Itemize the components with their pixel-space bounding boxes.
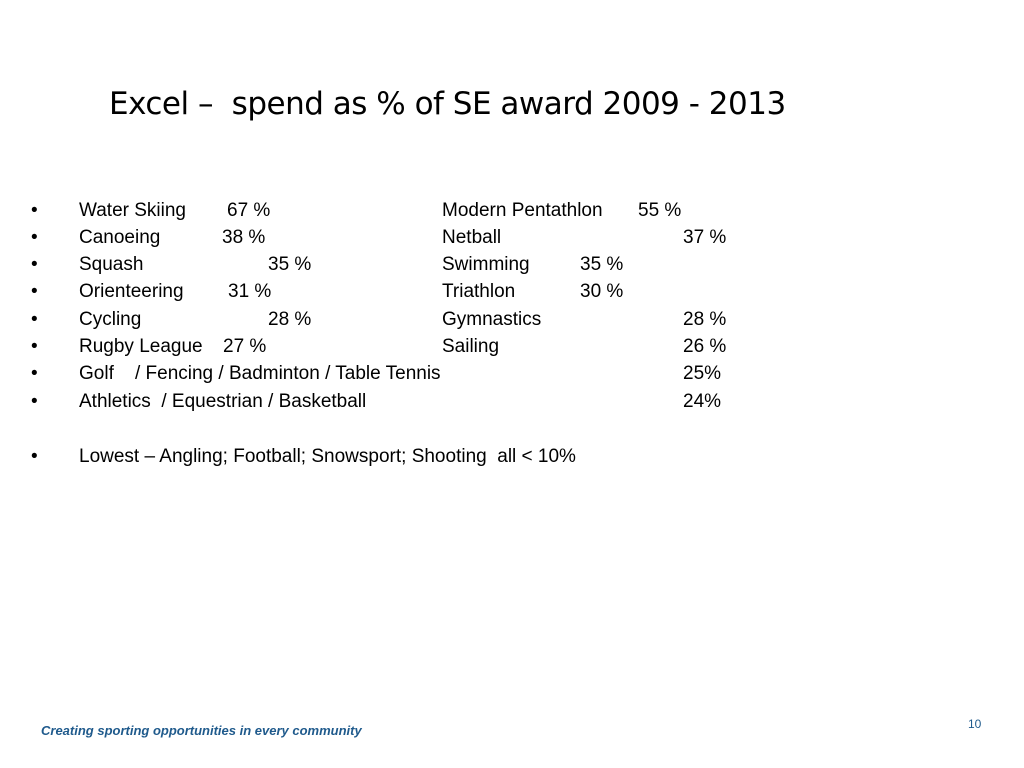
sport-percentage: 30 % <box>580 281 624 302</box>
sport-percentage: 26 % <box>683 336 727 357</box>
sport-name: Cycling <box>79 309 142 330</box>
footer-tagline: Creating sporting opportunities in every… <box>41 723 362 738</box>
bullet-icon: • <box>31 281 38 302</box>
bullet-icon: • <box>31 446 38 467</box>
bullet-icon: • <box>31 336 38 357</box>
sport-percentage: 28 % <box>683 309 727 330</box>
sport-percentage: 55 % <box>638 200 682 221</box>
bullet-icon: • <box>31 363 38 384</box>
bullet-icon: • <box>31 227 38 248</box>
sport-name: Squash <box>79 254 144 275</box>
sport-percentage: 38 % <box>222 227 266 248</box>
sport-name: Modern Pentathlon <box>442 200 603 221</box>
sport-percentage: 37 % <box>683 227 727 248</box>
bullet-icon: • <box>31 309 38 330</box>
sport-name: Sailing <box>442 336 500 357</box>
sport-percentage: 27 % <box>223 336 267 357</box>
sport-percentage: 67 % <box>227 200 271 221</box>
sport-name: Rugby League <box>79 336 203 357</box>
sport-name: Netball <box>442 227 502 248</box>
sport-group-name: Golf / Fencing / Badminton / Table Tenni… <box>79 363 441 384</box>
lowest-sports-note: Lowest – Angling; Football; Snowsport; S… <box>79 446 576 467</box>
sport-percentage: 25% <box>683 363 722 384</box>
sport-percentage: 35 % <box>580 254 624 275</box>
sport-name: Gymnastics <box>442 309 542 330</box>
sport-percentage: 24% <box>683 391 722 412</box>
bullet-icon: • <box>31 391 38 412</box>
slide-number: 10 <box>968 717 982 731</box>
sport-name: Swimming <box>442 254 530 275</box>
slide-title: Excel – spend as % of SE award 2009 - 20… <box>109 86 786 122</box>
sport-name: Canoeing <box>79 227 161 248</box>
sport-percentage: 28 % <box>268 309 312 330</box>
sport-name: Water Skiing <box>79 200 186 221</box>
sport-percentage: 31 % <box>228 281 272 302</box>
sport-name: Orienteering <box>79 281 184 302</box>
sport-percentage: 35 % <box>268 254 312 275</box>
sport-name: Triathlon <box>442 281 516 302</box>
bullet-icon: • <box>31 200 38 221</box>
sport-group-name: Athletics / Equestrian / Basketball <box>79 391 367 412</box>
bullet-icon: • <box>31 254 38 275</box>
